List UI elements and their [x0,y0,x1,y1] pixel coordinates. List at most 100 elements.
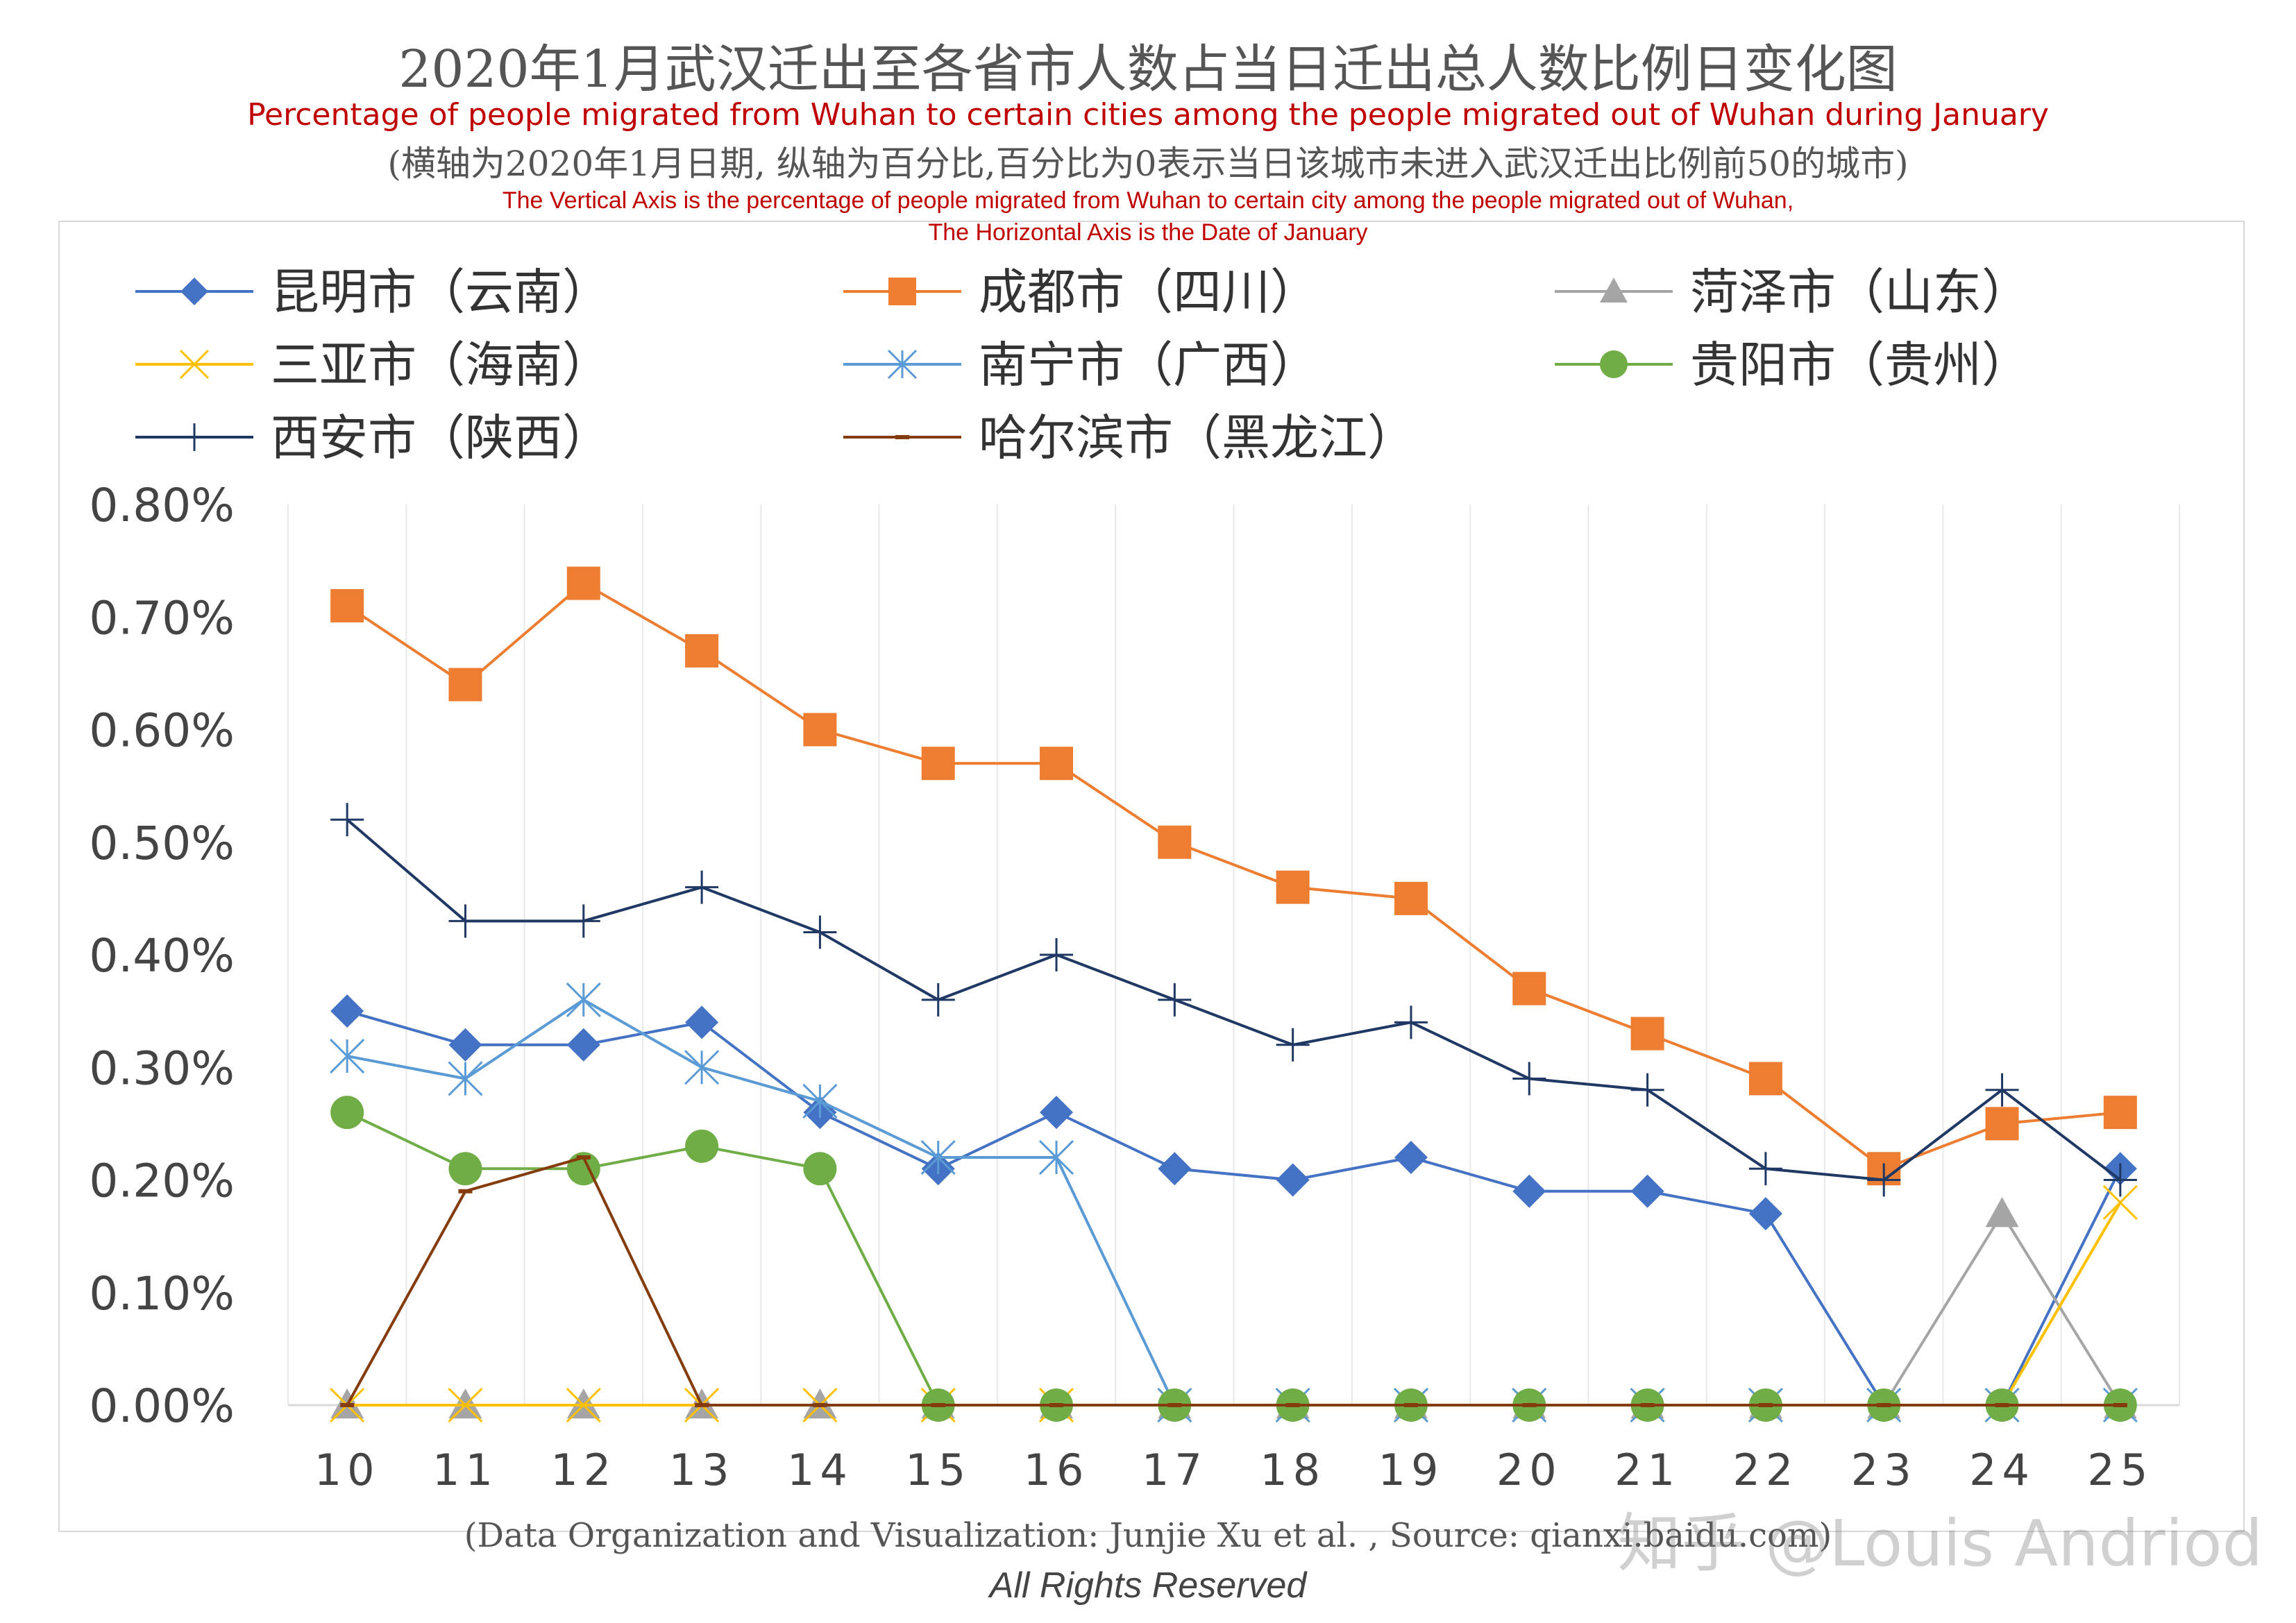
data-point-diamond [685,1005,719,1039]
data-point-diamond [1394,1141,1428,1175]
data-point-plus [1867,1163,1901,1197]
legend-label: 三亚市（海南） [271,337,611,393]
data-point-diamond [330,994,364,1028]
data-point-square [803,713,837,747]
x-tick-label: 20 [1496,1445,1562,1495]
data-point-triangle [566,1388,600,1419]
data-point-circle [803,1152,837,1186]
data-point-triangle [448,1388,482,1419]
data-point-diamond [1512,1174,1546,1208]
data-point-plus [1394,1005,1428,1039]
x-tick-label: 22 [1732,1445,1798,1495]
data-point-triangle [1985,1197,2019,1227]
data-point-star [920,1139,956,1175]
data-source-credit: (Data Organization and Visualization: Ju… [464,1516,1832,1555]
legend-label: 贵阳市（贵州） [1690,337,2030,393]
chart-title-zh: 2020年1月武汉迁出至各省市人数占当日迁出总人数比例日变化图 [398,40,1898,99]
y-tick-label: 0.70% [89,591,235,645]
chart-title-en: Percentage of people migrated from Wuhan… [247,97,2049,133]
data-point-plus [2103,1163,2137,1197]
data-point-circle [330,1096,364,1130]
data-point-x [448,1387,483,1423]
legend-label: 西安市（陕西） [271,409,611,466]
data-point-square [921,747,955,781]
y-tick-label: 0.00% [89,1379,235,1433]
data-point-plus [1158,983,1192,1017]
data-point-square [2103,1096,2137,1130]
rights-notice: All Rights Reserved [989,1565,1307,1606]
y-tick-label: 0.80% [89,479,235,532]
data-point-square [1040,747,1074,781]
data-point-plus [1276,1028,1310,1062]
legend-marker-star [887,349,918,380]
data-point-square [1158,825,1192,859]
data-point-star [684,1050,720,1085]
data-point-square [566,566,600,600]
data-point-star [448,1061,483,1096]
y-tick-label: 0.50% [89,817,235,870]
x-tick-label: 21 [1614,1445,1680,1495]
x-tick-label: 13 [669,1445,735,1495]
x-tick-label: 25 [2087,1445,2153,1495]
legend-label: 南宁市（广西） [979,337,1319,393]
legend-marker-square [888,278,916,305]
data-point-plus [566,904,600,938]
data-point-plus [330,803,364,837]
x-tick-label: 12 [550,1445,616,1495]
data-point-square [1394,881,1428,915]
data-point-plus [685,870,719,904]
y-tick-label: 0.10% [89,1267,235,1320]
series-line-1 [346,581,2121,1171]
y-tick-label: 0.60% [89,704,235,758]
data-point-square [685,634,719,668]
data-point-diamond [566,1028,600,1062]
data-point-diamond [1630,1174,1664,1208]
data-point-square [1276,870,1310,904]
y-tick-label: 0.20% [89,1155,235,1208]
data-point-x [2102,1184,2138,1221]
data-point-square [1748,1062,1782,1096]
data-point-diamond [1158,1152,1192,1186]
x-tick-label: 18 [1260,1445,1326,1495]
legend-marker-diamond [180,278,208,305]
data-point-plus [448,904,482,938]
legend-label: 成都市（四川） [979,264,1319,321]
data-point-diamond [448,1028,482,1062]
x-tick-label: 19 [1378,1445,1444,1495]
legend-marker-x [179,349,210,380]
watermark: 知乎 @Louis Andriod [1617,1506,2263,1581]
data-point-star [802,1083,838,1119]
x-tick-label: 24 [1969,1445,2035,1495]
data-point-star [566,982,601,1017]
data-point-plus [1512,1062,1546,1096]
legend-marker-plus [180,423,208,451]
x-tick-label: 11 [432,1445,498,1495]
x-tick-label: 17 [1142,1445,1208,1495]
data-point-x [566,1387,601,1423]
data-point-square [1512,971,1546,1005]
axis-note-en-line1: The Vertical Axis is the percentage of p… [502,187,1794,214]
legend-label: 昆明市（云南） [271,264,611,321]
data-point-diamond [1748,1197,1782,1231]
data-point-plus [1630,1073,1664,1107]
data-point-plus [1040,938,1074,971]
x-tick-label: 16 [1024,1445,1090,1495]
data-point-plus [803,915,837,949]
series-line-7 [346,1156,2120,1407]
axis-note-en-line2: The Horizontal Axis is the Date of Janua… [928,219,1368,246]
data-point-square [1630,1017,1664,1051]
x-tick-label: 10 [314,1445,380,1495]
chart-area-frame [58,221,2245,1532]
data-point-diamond [1040,1096,1074,1130]
y-tick-label: 0.30% [89,1042,235,1095]
x-tick-label: 15 [905,1445,971,1495]
legend-label: 菏泽市（山东） [1690,264,2030,321]
data-point-square [448,668,482,702]
x-tick-label: 14 [787,1445,853,1495]
axis-note-zh: (横轴为2020年1月日期, 纵轴为百分比,百分比为0表示当日该城市未进入武汉迁… [387,144,1909,184]
data-point-circle [685,1129,719,1163]
data-point-plus [1985,1073,2019,1107]
data-point-square [1985,1107,2019,1141]
y-tick-label: 0.40% [89,929,235,983]
